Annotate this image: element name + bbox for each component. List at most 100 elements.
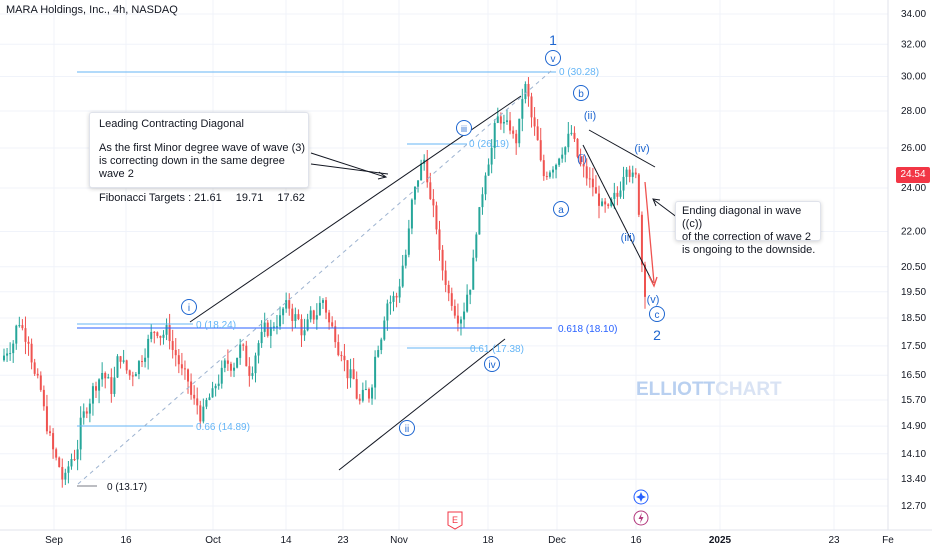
candle — [644, 261, 646, 309]
candle — [137, 359, 140, 380]
candle — [413, 186, 416, 205]
candle — [475, 232, 478, 262]
price-tick-label: 26.00 — [901, 143, 926, 154]
candle — [306, 313, 309, 332]
candle — [502, 114, 505, 134]
candle — [226, 349, 229, 371]
candle — [55, 447, 58, 461]
candle — [628, 165, 631, 183]
candle — [597, 185, 600, 219]
candle — [24, 316, 27, 355]
price-tick-label: 16.50 — [901, 370, 926, 381]
candle — [180, 352, 183, 376]
wave-label-sub-iii: (iii) — [621, 232, 636, 244]
price-tick-label: 20.50 — [901, 262, 926, 273]
candle — [9, 342, 12, 361]
candle — [141, 355, 144, 368]
time-tick-label: 14 — [280, 535, 292, 546]
candle — [291, 303, 294, 332]
candle — [73, 449, 76, 462]
candle — [42, 385, 45, 411]
candle — [76, 439, 79, 471]
candle — [404, 249, 407, 269]
price-tick-label: 24.00 — [901, 183, 926, 194]
candle — [585, 158, 588, 186]
candle — [591, 167, 594, 197]
candle — [279, 306, 282, 330]
candle — [429, 172, 432, 201]
price-axis[interactable]: 34.00 32.00 30.00 28.00 26.00 24.00 22.00 20.50… — [887, 0, 926, 530]
candle — [70, 453, 73, 470]
chart-grid — [0, 0, 889, 530]
time-axis[interactable]: Sep 16 Oct 14 23 Nov 18 Dec 16 2025 23 Fe — [0, 529, 932, 546]
candle — [558, 157, 561, 167]
level-label-ii: 0.66 (14.89) — [196, 422, 250, 433]
candle — [107, 373, 110, 379]
candle — [214, 383, 217, 397]
candle — [110, 368, 113, 403]
earnings-marker[interactable]: E — [447, 511, 463, 530]
candle — [398, 278, 401, 303]
note-left-targets-label: Fibonacci Targets : 21.61 — [99, 192, 222, 204]
candle — [193, 385, 196, 405]
wave-text-c: c — [655, 310, 660, 321]
candle — [245, 340, 248, 367]
candle — [346, 360, 349, 389]
candle — [177, 349, 180, 374]
candle — [634, 168, 637, 179]
candle — [456, 303, 459, 332]
candle — [6, 347, 9, 362]
candle — [616, 186, 619, 206]
note-right-line2: of the correction of wave 2 — [682, 231, 812, 243]
candle — [358, 394, 361, 405]
candle — [564, 146, 567, 163]
wave-label-sub-v: (v) — [647, 294, 660, 306]
candle — [208, 393, 211, 401]
candle — [530, 92, 533, 128]
candle — [380, 337, 383, 355]
note-left-line1: As the first Minor degree wave of wave (… — [99, 142, 306, 154]
candle — [601, 198, 604, 207]
event-badge-plus[interactable] — [633, 489, 649, 505]
candle — [288, 293, 291, 316]
level-label-top: 0 (30.28) — [559, 67, 599, 78]
candle — [15, 324, 18, 350]
candle — [637, 173, 640, 218]
candle — [463, 302, 466, 328]
candle — [229, 361, 232, 377]
candle — [355, 371, 358, 400]
candle — [594, 175, 597, 194]
price-tick-label: 13.40 — [901, 474, 926, 485]
wave-circle-iii: iii — [456, 120, 472, 136]
last-price-tag: 24.54 — [896, 167, 930, 183]
candle — [220, 360, 223, 389]
candle — [303, 318, 306, 341]
candle — [435, 201, 438, 235]
candle — [573, 126, 576, 142]
candle — [98, 378, 101, 404]
earnings-marker-text: E — [452, 515, 458, 525]
candle — [545, 171, 548, 180]
candle — [315, 303, 318, 330]
candle — [27, 336, 30, 356]
candle — [104, 371, 107, 389]
candle — [223, 358, 226, 373]
candle — [527, 77, 530, 107]
candle — [505, 109, 508, 125]
candle — [187, 368, 190, 394]
candle — [533, 107, 536, 136]
note-left: Leading Contracting Diagonal As the firs… — [89, 112, 309, 204]
candle — [383, 316, 386, 341]
candle — [576, 138, 579, 159]
event-badge-lightning-icon[interactable] — [633, 510, 649, 526]
candle — [551, 166, 554, 179]
candle — [52, 428, 55, 459]
candle — [343, 343, 346, 372]
candle — [441, 245, 444, 281]
candle — [481, 187, 484, 215]
candle — [174, 338, 177, 367]
price-tick-label: 32.00 — [901, 39, 926, 50]
candle — [432, 189, 435, 218]
note-left-target-2: 19.71 — [235, 192, 264, 204]
